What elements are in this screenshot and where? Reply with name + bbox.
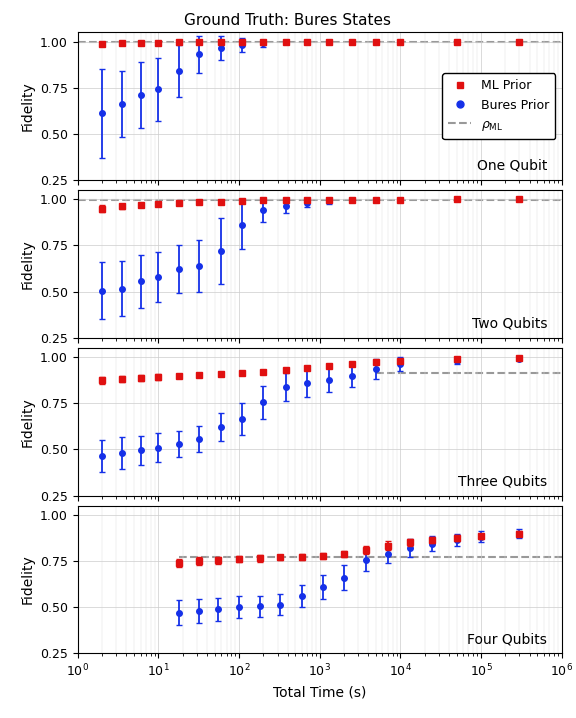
Text: Three Qubits: Three Qubits [458,474,547,488]
Y-axis label: Fidelity: Fidelity [21,555,35,605]
Legend: ML Prior, Bures Prior, $\rho_{\mathrm{ML}}$: ML Prior, Bures Prior, $\rho_{\mathrm{ML… [442,73,555,139]
Y-axis label: Fidelity: Fidelity [21,397,35,447]
Text: One Qubit: One Qubit [477,159,547,172]
X-axis label: Total Time (s): Total Time (s) [273,685,366,699]
Text: Four Qubits: Four Qubits [467,632,547,646]
Y-axis label: Fidelity: Fidelity [21,81,35,131]
Text: Two Qubits: Two Qubits [472,317,547,330]
Y-axis label: Fidelity: Fidelity [21,239,35,289]
Text: Ground Truth: Bures States: Ground Truth: Bures States [184,13,392,28]
